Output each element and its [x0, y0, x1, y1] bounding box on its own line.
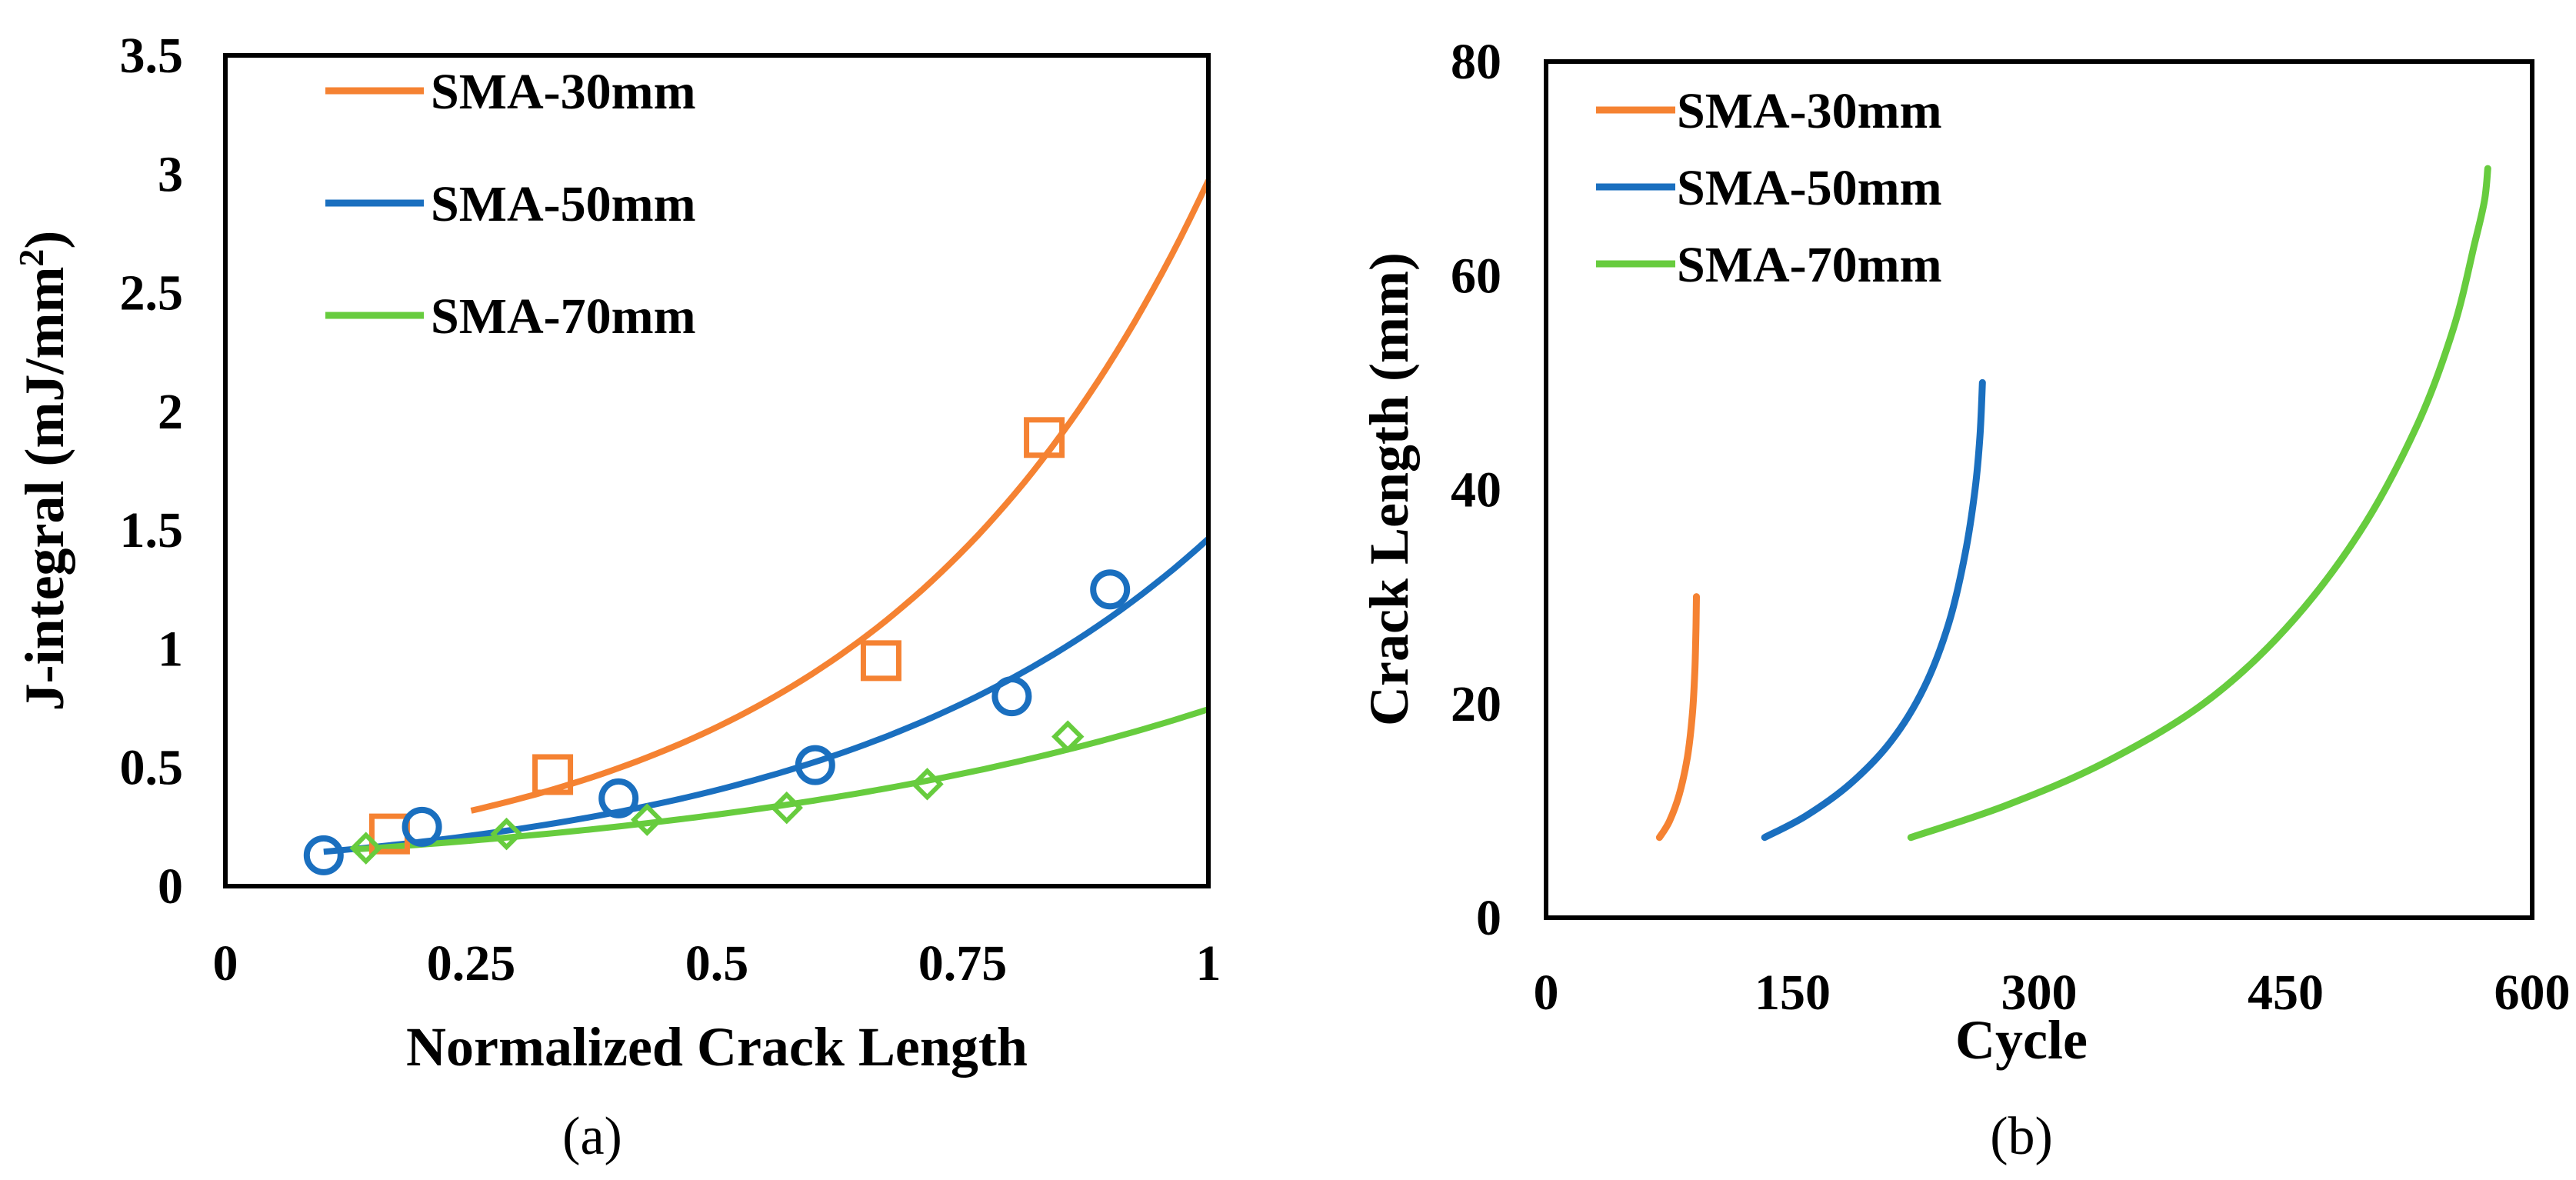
legend-label: SMA-70mm: [431, 288, 696, 345]
x-tick-label: 450: [2248, 965, 2324, 1021]
chart-b-y-axis-label: Crack Length (mm): [1358, 252, 1420, 726]
chart-a-y-label-sup: 2: [12, 249, 51, 267]
x-tick-label: 150: [1755, 965, 1831, 1021]
chart-a-y-label-end: ): [14, 231, 75, 249]
marker-diamond: [490, 817, 523, 851]
chart-a-x-axis-label: Normalized Crack Length: [406, 1016, 1028, 1078]
marker-diamond: [631, 803, 664, 836]
y-tick-label: 2.5: [120, 265, 184, 322]
chart-a: 0 0.25 0.5 0.75 100.511.522.533.5 SMA-30mmSM…: [12, 28, 1221, 1166]
legend-label: SMA-50mm: [431, 176, 696, 232]
marker-circle: [1090, 569, 1131, 610]
chart-a-y-label-main: J-integral (mJ/mm: [14, 267, 75, 712]
chart-a-markers: [303, 417, 1131, 875]
marker-diamond: [349, 832, 382, 865]
legend-label: SMA-30mm: [1677, 83, 1942, 139]
y-tick-label: 3.5: [120, 28, 184, 84]
legend-label: SMA-30mm: [431, 64, 696, 120]
fit-curve-SMA-30mm: [470, 178, 1211, 814]
marker-diamond: [911, 768, 944, 801]
x-tick-label: 0.75: [918, 935, 1008, 992]
chart-a-plot-frame: [223, 53, 1211, 888]
y-tick-label: 2: [158, 384, 183, 440]
chart-b-caption: (b): [1990, 1107, 2053, 1166]
y-tick-label: 1: [158, 621, 183, 677]
y-tick-label: 0: [158, 858, 183, 915]
x-tick-label: 0.5: [685, 935, 749, 992]
chart-b-plot-frame: [1544, 59, 2534, 920]
y-tick-label: 0.5: [120, 740, 184, 796]
marker-circle: [991, 676, 1032, 717]
x-tick-label: 0: [213, 935, 238, 992]
chart-b-legend: SMA-30mm SMA-50mm SMA-70mm: [1596, 83, 1942, 293]
legend-label: SMA-70mm: [1677, 237, 1942, 293]
marker-circle: [598, 778, 639, 818]
chart-b-x-axis-label: Cycle: [1955, 1009, 2088, 1071]
marker-diamond: [1051, 720, 1085, 753]
fit-curve-SMA-50mm: [323, 536, 1211, 855]
chart-a-caption: (a): [562, 1107, 622, 1166]
y-tick-label: 3: [158, 146, 183, 202]
marker-circle: [795, 745, 835, 785]
fit-curve-SMA-70mm: [352, 706, 1210, 853]
legend-label: SMA-50mm: [1677, 160, 1942, 216]
chart-a-legend: SMA-30mm SMA-50mm SMA-70mm: [325, 64, 696, 345]
chart-a-y-axis-label: J-integral (mJ/mm2): [12, 231, 75, 712]
y-tick-label: 60: [1451, 248, 1501, 304]
y-tick-label: 80: [1451, 34, 1501, 90]
x-tick-label: 1: [1196, 935, 1221, 992]
marker-square: [532, 754, 574, 795]
marker-square: [860, 640, 901, 682]
chart-b-lines: [1655, 165, 2491, 842]
marker-circle: [402, 806, 442, 847]
x-tick-label: 600: [2494, 965, 2571, 1021]
x-tick-label: 0: [1534, 965, 1559, 1021]
y-tick-label: 40: [1451, 462, 1501, 518]
x-tick-label: 300: [2001, 965, 2078, 1021]
y-tick-label: 0: [1476, 890, 1501, 946]
x-tick-label: 0.25: [427, 935, 516, 992]
series-line-SMA-70mm: [1907, 165, 2491, 842]
chart-a-fit-curves: [323, 178, 1211, 855]
series-line-SMA-50mm: [1761, 378, 1986, 842]
marker-circle: [303, 835, 344, 875]
chart-a-ticks: 0 0.25 0.5 0.75 1 0 0.5 1 1.5 2 2.5 3 3.5: [120, 28, 1221, 992]
y-tick-label: 1.5: [120, 502, 184, 558]
chart-b-ticks: 0 150 300 450 600 0 20 40 60 80: [1451, 34, 2571, 1021]
marker-square: [1024, 417, 1065, 458]
series-line-SMA-30mm: [1655, 593, 1700, 842]
y-tick-label: 20: [1451, 676, 1501, 732]
marker-diamond: [770, 791, 803, 825]
